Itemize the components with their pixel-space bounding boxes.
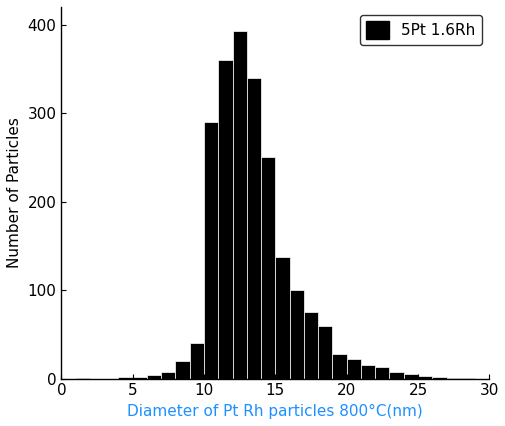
Bar — [218, 60, 232, 379]
Bar — [389, 371, 403, 379]
Bar — [261, 157, 275, 379]
Bar — [118, 377, 132, 379]
Bar — [246, 78, 261, 379]
Bar — [403, 374, 417, 379]
Bar — [232, 31, 246, 379]
Bar — [431, 377, 446, 379]
Bar — [304, 312, 318, 379]
Bar — [161, 371, 175, 379]
Bar — [289, 290, 304, 379]
Bar — [318, 325, 332, 379]
Bar — [189, 343, 204, 379]
Bar — [204, 122, 218, 379]
Bar — [146, 375, 161, 379]
Y-axis label: Number of Particles: Number of Particles — [7, 117, 22, 268]
Bar — [332, 354, 346, 379]
Bar — [75, 378, 90, 379]
Bar — [446, 378, 460, 379]
Legend: 5Pt 1.6Rh: 5Pt 1.6Rh — [360, 14, 481, 46]
Bar — [175, 361, 189, 379]
Bar — [460, 378, 474, 379]
Bar — [360, 366, 375, 379]
Bar — [346, 359, 360, 379]
Bar — [132, 377, 146, 379]
Bar — [275, 257, 289, 379]
Bar — [375, 367, 389, 379]
X-axis label: Diameter of Pt Rh particles 800°C(nm): Diameter of Pt Rh particles 800°C(nm) — [127, 404, 422, 419]
Bar — [417, 376, 431, 379]
